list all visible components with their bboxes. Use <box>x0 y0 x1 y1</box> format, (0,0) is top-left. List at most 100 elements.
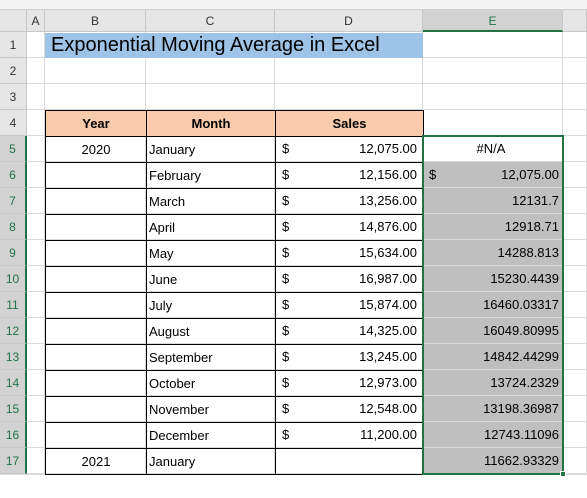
row-header[interactable]: 11 <box>0 292 27 318</box>
grid-cell <box>423 58 563 84</box>
grid-cell <box>45 422 146 448</box>
month-cell: May <box>146 240 276 267</box>
grid-cell <box>146 240 275 266</box>
grid-cell <box>563 110 587 136</box>
ema-cell[interactable]: 14842.44299 <box>423 344 563 370</box>
row-header[interactable]: 1 <box>0 32 27 58</box>
grid-cell <box>146 84 275 110</box>
month-cell: February <box>146 162 276 189</box>
grid-cell <box>45 318 146 344</box>
grid-area <box>0 474 587 498</box>
grid-cell <box>563 448 587 474</box>
grid-cell <box>27 32 45 58</box>
row-header[interactable]: 17 <box>0 448 27 474</box>
ema-cell[interactable]: 12743.11096 <box>423 422 563 448</box>
month-cell: July <box>146 292 276 319</box>
year-cell <box>45 370 147 397</box>
grid-cell <box>563 396 587 422</box>
title: Exponential Moving Average in Excel <box>45 33 423 58</box>
ema-cell[interactable]: 14288.813 <box>423 240 563 266</box>
currency: $ <box>282 219 290 234</box>
row-header[interactable]: 12 <box>0 318 27 344</box>
grid-cell <box>45 84 146 110</box>
year-cell <box>45 292 147 319</box>
grid-cell <box>563 344 587 370</box>
column-header[interactable]: C <box>146 10 275 32</box>
grid-cell <box>27 84 45 110</box>
ema-cell[interactable]: 13724.2329 <box>423 370 563 396</box>
row-header[interactable]: 14 <box>0 370 27 396</box>
grid-cell <box>563 162 587 188</box>
row-header[interactable]: 10 <box>0 266 27 292</box>
grid-cell <box>27 136 45 162</box>
sales-value: 13,256.00 <box>359 193 417 208</box>
month-cell: December <box>146 422 276 449</box>
table-header: Year <box>45 110 147 137</box>
row-header[interactable]: 2 <box>0 58 27 84</box>
ema-cell[interactable]: 12131.7 <box>423 188 563 214</box>
currency: $ <box>282 323 290 338</box>
ema-cell[interactable]: 15230.4439 <box>423 266 563 292</box>
grid-cell <box>146 136 275 162</box>
column-header[interactable]: A <box>27 10 45 32</box>
currency: $ <box>282 167 290 182</box>
grid-cell <box>146 162 275 188</box>
grid-cell <box>275 84 423 110</box>
row-header[interactable]: 7 <box>0 188 27 214</box>
column-header[interactable]: B <box>45 10 146 32</box>
toolbar-strip <box>0 0 587 10</box>
grid-cell <box>563 188 587 214</box>
grid-cell <box>423 110 563 136</box>
grid-cell <box>27 214 45 240</box>
sales-value: 14,876.00 <box>359 219 417 234</box>
row-header[interactable]: 15 <box>0 396 27 422</box>
year-cell: 2021 <box>45 448 147 475</box>
column-header <box>563 10 587 32</box>
row-header[interactable]: 5 <box>0 136 27 162</box>
row-header[interactable]: 3 <box>0 84 27 110</box>
sales-value: 15,874.00 <box>359 297 417 312</box>
grid-cell <box>563 318 587 344</box>
ema-cell[interactable]: 11662.93329 <box>423 448 563 474</box>
ema-cell[interactable]: #N/A <box>423 136 563 162</box>
grid-cell <box>27 422 45 448</box>
fill-handle[interactable] <box>560 471 566 477</box>
grid-cell <box>27 396 45 422</box>
row-header[interactable]: 6 <box>0 162 27 188</box>
ema-cell[interactable]: 13198.36987 <box>423 396 563 422</box>
grid-cell <box>563 136 587 162</box>
grid-cell <box>563 84 587 110</box>
row-header[interactable]: 4 <box>0 110 27 136</box>
ema-cell[interactable]: 16460.03317 <box>423 292 563 318</box>
currency: $ <box>282 375 290 390</box>
column-header[interactable]: D <box>275 10 423 32</box>
corner <box>0 10 27 32</box>
grid-cell <box>146 58 275 84</box>
year-cell <box>45 214 147 241</box>
grid-cell <box>146 188 275 214</box>
sales-value: 13,245.00 <box>359 349 417 364</box>
grid-cell <box>45 162 146 188</box>
ema-cell[interactable]: 12,075.00 <box>423 162 563 188</box>
month-cell: June <box>146 266 276 293</box>
grid-cell <box>27 448 45 474</box>
grid-cell <box>146 422 275 448</box>
grid-cell <box>45 214 146 240</box>
ema-cell[interactable]: 16049.80995 <box>423 318 563 344</box>
sales-value: 12,075.00 <box>359 141 417 156</box>
row-header[interactable]: 16 <box>0 422 27 448</box>
year-cell <box>45 266 147 293</box>
column-header[interactable]: E <box>423 10 563 32</box>
grid-cell <box>45 266 146 292</box>
grid-cell <box>27 240 45 266</box>
grid-cell <box>27 162 45 188</box>
ema-cell[interactable]: 12918.71 <box>423 214 563 240</box>
row-header[interactable]: 8 <box>0 214 27 240</box>
year-cell <box>45 396 147 423</box>
month-cell: March <box>146 188 276 215</box>
sales-value: 12,548.00 <box>359 401 417 416</box>
grid-cell <box>563 370 587 396</box>
row-header[interactable]: 9 <box>0 240 27 266</box>
row-header[interactable]: 13 <box>0 344 27 370</box>
grid-cell <box>27 188 45 214</box>
